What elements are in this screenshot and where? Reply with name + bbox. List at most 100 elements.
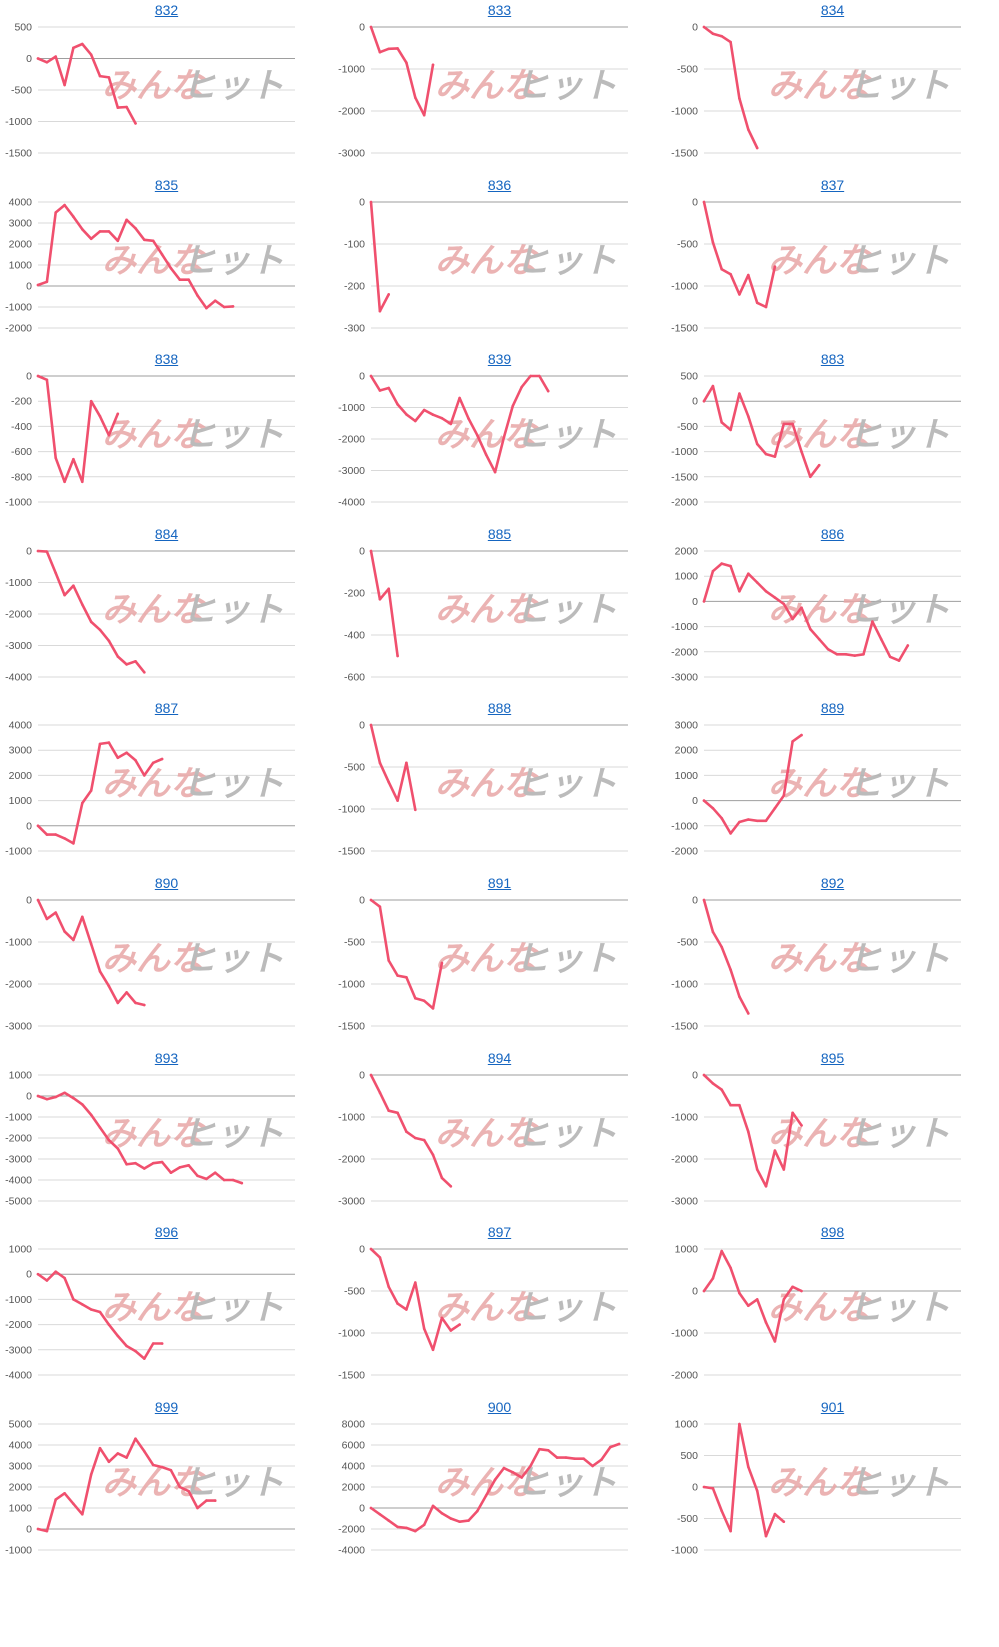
- data-point: [738, 293, 741, 296]
- data-point: [396, 974, 399, 977]
- data-point: [222, 305, 226, 309]
- data-point: [222, 1178, 226, 1182]
- watermark-text-right: ヒット: [848, 765, 950, 803]
- data-point: [529, 374, 532, 378]
- chart-title-link[interactable]: 835: [154, 177, 179, 193]
- chart-title-link[interactable]: 890: [154, 875, 179, 891]
- y-tick-label: 0: [359, 371, 365, 383]
- data-point: [45, 1529, 49, 1533]
- chart-title-link[interactable]: 883: [820, 351, 845, 367]
- chart-title-link[interactable]: 898: [820, 1224, 845, 1240]
- y-tick-label: -3000: [671, 1196, 698, 1208]
- chart-title-link[interactable]: 894: [487, 1050, 512, 1066]
- y-tick-label: -2000: [338, 434, 365, 446]
- chart-title-link[interactable]: 886: [820, 526, 845, 542]
- y-tick-label: -100: [344, 239, 365, 251]
- chart-panel: 836 0 -100 -200 -300 みんな ヒット: [333, 175, 666, 362]
- chart-title-link[interactable]: 832: [154, 2, 179, 18]
- y-tick-label: -200: [11, 396, 32, 408]
- data-point: [160, 1465, 164, 1469]
- chart-title-link[interactable]: 836: [487, 177, 512, 193]
- data-point: [440, 961, 444, 965]
- chart-title-link[interactable]: 885: [487, 526, 512, 542]
- watermark-text-left: みんな: [768, 67, 873, 105]
- data-point: [502, 1466, 506, 1470]
- chart-title-link[interactable]: 888: [487, 700, 512, 716]
- data-point: [81, 1513, 84, 1516]
- data-point: [720, 562, 723, 565]
- watermark-text-right: ヒット: [515, 416, 617, 454]
- data-point: [54, 1270, 57, 1273]
- data-point: [711, 1487, 715, 1490]
- series-line: [369, 898, 444, 1010]
- chart-title-link[interactable]: 837: [820, 177, 845, 193]
- data-point: [89, 1473, 93, 1476]
- data-point: [125, 1163, 128, 1166]
- data-point: [431, 1348, 435, 1352]
- chart-title-link[interactable]: 893: [154, 1050, 179, 1066]
- data-point: [54, 211, 57, 214]
- data-point: [755, 819, 759, 823]
- watermark-text-left: みんな: [768, 1464, 873, 1502]
- chart-title-link[interactable]: 834: [820, 2, 845, 18]
- data-point: [414, 419, 417, 423]
- data-point: [134, 1161, 137, 1165]
- data-point: [600, 1458, 603, 1461]
- y-tick-label: 0: [692, 1482, 698, 1494]
- data-point: [538, 1447, 541, 1451]
- data-point: [98, 628, 102, 632]
- series-line: [369, 723, 417, 812]
- chart-title-link[interactable]: 833: [487, 2, 512, 18]
- data-point: [54, 833, 57, 836]
- y-tick-label: -3000: [5, 1154, 32, 1166]
- data-point: [81, 42, 84, 46]
- data-point: [396, 799, 399, 802]
- chart-title-link[interactable]: 892: [820, 875, 845, 891]
- chart-panel: 838 0 -200 -400 -600 -800 -1000 みんな ヒット: [0, 349, 333, 536]
- data-point: [45, 550, 49, 553]
- chart-title-link[interactable]: 839: [487, 351, 512, 367]
- chart-title-link[interactable]: 901: [820, 1399, 845, 1415]
- watermark-text-right: ヒット: [182, 1464, 284, 1502]
- data-point: [396, 654, 399, 658]
- data-point: [702, 799, 706, 802]
- chart-title-link[interactable]: 896: [154, 1224, 179, 1240]
- chart-title-link[interactable]: 891: [487, 875, 512, 891]
- data-point: [231, 305, 235, 308]
- data-point: [888, 655, 892, 659]
- data-point: [196, 1506, 199, 1510]
- data-point: [405, 1526, 408, 1530]
- chart-title-link[interactable]: 887: [154, 700, 179, 716]
- data-point: [89, 53, 93, 56]
- y-tick-label: -3000: [338, 148, 365, 160]
- data-point: [747, 128, 750, 131]
- data-point: [405, 976, 408, 979]
- chart-title-link[interactable]: 897: [487, 1224, 512, 1240]
- data-point: [378, 309, 382, 313]
- chart-title-link[interactable]: 895: [820, 1050, 845, 1066]
- data-point: [791, 1111, 794, 1115]
- data-point: [134, 227, 137, 230]
- data-point: [431, 63, 435, 67]
- data-point: [555, 1456, 559, 1459]
- data-point: [205, 1177, 208, 1181]
- data-point: [72, 1298, 75, 1301]
- y-tick-label: -200: [344, 281, 365, 293]
- chart-title-link[interactable]: 889: [820, 700, 845, 716]
- chart-title-link[interactable]: 900: [487, 1399, 512, 1415]
- data-point: [764, 1321, 768, 1324]
- y-tick-label: 0: [26, 1269, 32, 1281]
- data-point: [54, 911, 57, 914]
- chart-title-link[interactable]: 899: [154, 1399, 179, 1415]
- chart-title-link[interactable]: 884: [154, 526, 179, 542]
- chart-title-link[interactable]: 838: [154, 351, 179, 367]
- data-point: [720, 945, 723, 949]
- watermark-text-left: みんな: [102, 765, 207, 803]
